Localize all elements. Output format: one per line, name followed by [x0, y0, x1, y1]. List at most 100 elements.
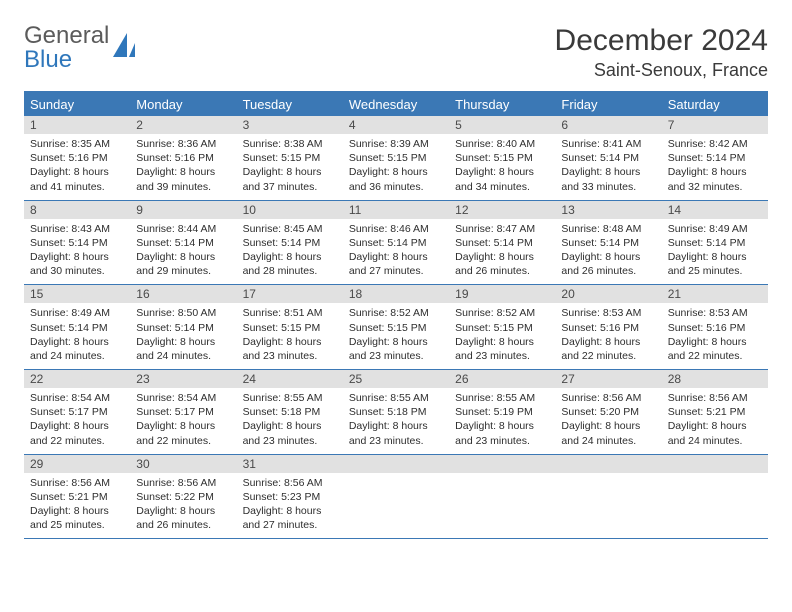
daylight-text: and 22 minutes. — [136, 434, 230, 448]
sunset-text: Sunset: 5:22 PM — [136, 490, 230, 504]
daylight-text: and 23 minutes. — [455, 434, 549, 448]
sunrise-text: Sunrise: 8:56 AM — [30, 476, 124, 490]
sunset-text: Sunset: 5:16 PM — [30, 151, 124, 165]
day-cell: Sunrise: 8:43 AMSunset: 5:14 PMDaylight:… — [24, 219, 130, 285]
calendar-week: 22232425262728Sunrise: 8:54 AMSunset: 5:… — [24, 370, 768, 455]
day-number: 25 — [343, 370, 449, 388]
daylight-text: Daylight: 8 hours — [349, 419, 443, 433]
sunset-text: Sunset: 5:15 PM — [349, 151, 443, 165]
day-number: 9 — [130, 201, 236, 219]
day-cell: Sunrise: 8:54 AMSunset: 5:17 PMDaylight:… — [24, 388, 130, 454]
sunset-text: Sunset: 5:17 PM — [136, 405, 230, 419]
weekday-header: Wednesday — [343, 93, 449, 116]
day-number: 1 — [24, 116, 130, 134]
sunrise-text: Sunrise: 8:51 AM — [243, 306, 337, 320]
logo-word-general: General — [24, 22, 109, 49]
daylight-text: and 22 minutes. — [561, 349, 655, 363]
sunset-text: Sunset: 5:18 PM — [349, 405, 443, 419]
sunrise-text: Sunrise: 8:54 AM — [30, 391, 124, 405]
daylight-text: and 24 minutes. — [30, 349, 124, 363]
weekday-header: Thursday — [449, 93, 555, 116]
sunrise-text: Sunrise: 8:56 AM — [136, 476, 230, 490]
day-cell: Sunrise: 8:49 AMSunset: 5:14 PMDaylight:… — [24, 303, 130, 369]
sunset-text: Sunset: 5:14 PM — [561, 236, 655, 250]
daylight-text: and 24 minutes. — [668, 434, 762, 448]
sunrise-text: Sunrise: 8:48 AM — [561, 222, 655, 236]
day-cell: Sunrise: 8:54 AMSunset: 5:17 PMDaylight:… — [130, 388, 236, 454]
sunrise-text: Sunrise: 8:39 AM — [349, 137, 443, 151]
day-number: 26 — [449, 370, 555, 388]
day-number: 16 — [130, 285, 236, 303]
daylight-text: and 24 minutes. — [561, 434, 655, 448]
day-number: 5 — [449, 116, 555, 134]
sunset-text: Sunset: 5:21 PM — [30, 490, 124, 504]
day-number: 7 — [662, 116, 768, 134]
daylight-text: and 32 minutes. — [668, 180, 762, 194]
daylight-text: and 29 minutes. — [136, 264, 230, 278]
daylight-text: Daylight: 8 hours — [30, 504, 124, 518]
weekday-header: Saturday — [662, 93, 768, 116]
day-cell: Sunrise: 8:56 AMSunset: 5:21 PMDaylight:… — [24, 473, 130, 539]
daylight-text: Daylight: 8 hours — [455, 335, 549, 349]
sunset-text: Sunset: 5:14 PM — [668, 236, 762, 250]
day-cell: Sunrise: 8:41 AMSunset: 5:14 PMDaylight:… — [555, 134, 661, 200]
daylight-text: Daylight: 8 hours — [668, 165, 762, 179]
sunset-text: Sunset: 5:15 PM — [349, 321, 443, 335]
day-cell: Sunrise: 8:50 AMSunset: 5:14 PMDaylight:… — [130, 303, 236, 369]
sunrise-text: Sunrise: 8:50 AM — [136, 306, 230, 320]
daylight-text: Daylight: 8 hours — [668, 335, 762, 349]
sunset-text: Sunset: 5:19 PM — [455, 405, 549, 419]
daylight-text: and 27 minutes. — [349, 264, 443, 278]
day-number: 12 — [449, 201, 555, 219]
weekday-header: Friday — [555, 93, 661, 116]
sunset-text: Sunset: 5:15 PM — [455, 321, 549, 335]
calendar-page: General Blue December 2024 Saint-Senoux,… — [0, 0, 792, 539]
header: General Blue December 2024 Saint-Senoux,… — [24, 24, 768, 81]
daylight-text: and 23 minutes. — [243, 434, 337, 448]
day-number: 2 — [130, 116, 236, 134]
day-cell: Sunrise: 8:36 AMSunset: 5:16 PMDaylight:… — [130, 134, 236, 200]
day-number: 13 — [555, 201, 661, 219]
day-cell: Sunrise: 8:40 AMSunset: 5:15 PMDaylight:… — [449, 134, 555, 200]
day-number: 30 — [130, 455, 236, 473]
sunrise-text: Sunrise: 8:45 AM — [243, 222, 337, 236]
day-number: 11 — [343, 201, 449, 219]
day-number — [662, 455, 768, 473]
day-number: 15 — [24, 285, 130, 303]
sunset-text: Sunset: 5:16 PM — [668, 321, 762, 335]
daylight-text: and 34 minutes. — [455, 180, 549, 194]
daylight-text: and 22 minutes. — [668, 349, 762, 363]
daylight-text: Daylight: 8 hours — [136, 250, 230, 264]
logo: General Blue — [24, 24, 137, 72]
day-cell — [555, 473, 661, 539]
day-cell: Sunrise: 8:49 AMSunset: 5:14 PMDaylight:… — [662, 219, 768, 285]
daylight-text: Daylight: 8 hours — [561, 335, 655, 349]
day-cell: Sunrise: 8:53 AMSunset: 5:16 PMDaylight:… — [662, 303, 768, 369]
daylight-text: Daylight: 8 hours — [136, 419, 230, 433]
sunrise-text: Sunrise: 8:46 AM — [349, 222, 443, 236]
logo-word-blue: Blue — [24, 46, 72, 73]
day-cell — [449, 473, 555, 539]
day-cell: Sunrise: 8:52 AMSunset: 5:15 PMDaylight:… — [343, 303, 449, 369]
day-number: 24 — [237, 370, 343, 388]
sunrise-text: Sunrise: 8:55 AM — [455, 391, 549, 405]
sunset-text: Sunset: 5:16 PM — [136, 151, 230, 165]
daylight-text: Daylight: 8 hours — [243, 165, 337, 179]
daylight-text: and 26 minutes. — [561, 264, 655, 278]
day-cell: Sunrise: 8:55 AMSunset: 5:19 PMDaylight:… — [449, 388, 555, 454]
sunrise-text: Sunrise: 8:52 AM — [349, 306, 443, 320]
sunset-text: Sunset: 5:23 PM — [243, 490, 337, 504]
day-cell: Sunrise: 8:48 AMSunset: 5:14 PMDaylight:… — [555, 219, 661, 285]
day-cell: Sunrise: 8:46 AMSunset: 5:14 PMDaylight:… — [343, 219, 449, 285]
daylight-text: and 41 minutes. — [30, 180, 124, 194]
sunset-text: Sunset: 5:17 PM — [30, 405, 124, 419]
sunrise-text: Sunrise: 8:43 AM — [30, 222, 124, 236]
calendar-week: 15161718192021Sunrise: 8:49 AMSunset: 5:… — [24, 285, 768, 370]
daylight-text: and 23 minutes. — [243, 349, 337, 363]
daylight-text: Daylight: 8 hours — [349, 165, 443, 179]
day-number: 23 — [130, 370, 236, 388]
day-number: 28 — [662, 370, 768, 388]
weekday-header-row: SundayMondayTuesdayWednesdayThursdayFrid… — [24, 93, 768, 116]
daylight-text: Daylight: 8 hours — [349, 250, 443, 264]
day-cell — [662, 473, 768, 539]
